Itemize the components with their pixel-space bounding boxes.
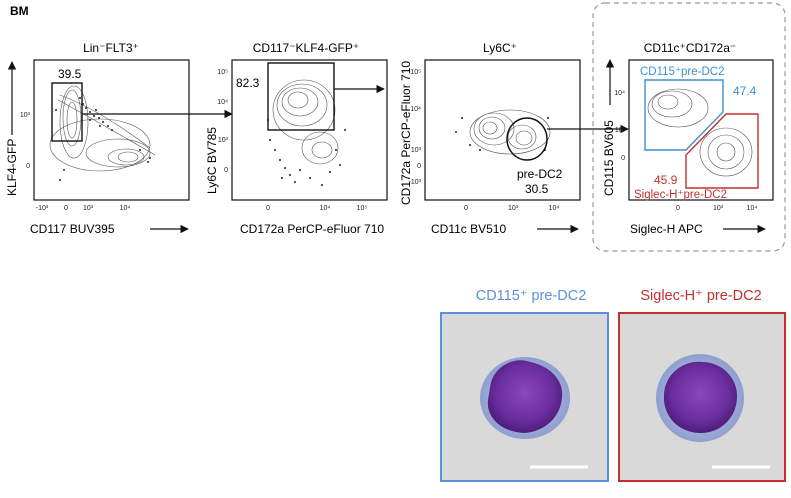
gate-value: 39.5 xyxy=(58,67,82,81)
svg-text:10⁴: 10⁴ xyxy=(217,99,228,106)
svg-text:10³: 10³ xyxy=(508,205,519,212)
svg-text:10⁵: 10⁵ xyxy=(357,205,368,212)
svg-text:0: 0 xyxy=(26,163,30,170)
nucleus xyxy=(487,360,563,433)
facs-plot-2: CD117⁻KLF4-GFP⁺ 82.3 0 10⁴ 10⁵ 10⁵ 10⁴ xyxy=(205,41,388,236)
svg-text:10³: 10³ xyxy=(615,127,626,134)
density-contours xyxy=(272,79,339,165)
gate-value-cd115: 47.4 xyxy=(733,84,757,98)
y-ticks: 10³ 0 xyxy=(20,112,31,170)
svg-text:10⁵: 10⁵ xyxy=(217,69,228,76)
cell-image-cd115: CD115⁺ pre-DC2 xyxy=(440,288,609,482)
svg-text:10⁴: 10⁴ xyxy=(747,205,758,212)
plot-title: Lin⁻FLT3⁺ xyxy=(83,41,139,55)
gate-value-siglec-h: 45.9 xyxy=(654,173,678,187)
nucleus xyxy=(663,361,738,434)
svg-text:0: 0 xyxy=(464,205,468,212)
y-ticks: 10⁵ 10⁴ 10³ 0 -10³ xyxy=(409,69,422,186)
svg-text:10³: 10³ xyxy=(411,147,422,154)
svg-text:0: 0 xyxy=(621,155,625,162)
cell-image-siglec-h: Siglec-H⁺ pre-DC2 xyxy=(618,288,786,482)
svg-text:10⁵: 10⁵ xyxy=(410,69,421,76)
x-ticks: 0 10³ 10⁴ xyxy=(676,205,757,212)
x-axis-label: CD117 BUV395 xyxy=(30,222,115,236)
plot-title: CD11c⁺CD172a⁻ xyxy=(644,41,736,55)
density-contours xyxy=(49,85,156,172)
x-axis-label: CD172a PerCP-eFluor 710 xyxy=(240,222,384,236)
x-ticks: 0 10³ 10⁴ xyxy=(464,205,559,212)
svg-text:0: 0 xyxy=(64,205,68,212)
cd115-pre-dc2-gate xyxy=(644,79,724,151)
facs-plot-4: CD11c⁺CD172a⁻ CD115⁺pre-DC2 47.4 45.9 Si… xyxy=(602,41,774,236)
facs-plot-1: Lin⁻FLT3⁺ 39.5 -10³ 0 1 xyxy=(5,41,190,236)
svg-text:10³: 10³ xyxy=(218,137,229,144)
facs-plot-3: Ly6C⁺ pre-DC2 30.5 0 10³ 10⁴ 10⁵ 10⁴ 10³… xyxy=(399,41,581,236)
svg-text:0: 0 xyxy=(266,205,270,212)
plot-title: Ly6C⁺ xyxy=(483,41,517,55)
panel-label: BM xyxy=(10,4,29,18)
gate-label: pre-DC2 xyxy=(517,167,563,181)
plot-title: CD117⁻KLF4-GFP⁺ xyxy=(253,41,359,55)
y-ticks: 10⁴ 10³ 0 xyxy=(614,90,625,162)
svg-text:10⁴: 10⁴ xyxy=(614,90,625,97)
gate-value: 82.3 xyxy=(236,76,260,90)
cell-image-title: CD115⁺ pre-DC2 xyxy=(476,288,587,304)
plot-frame xyxy=(628,59,774,201)
cell-image-title: Siglec-H⁺ pre-DC2 xyxy=(640,288,761,304)
svg-text:10³: 10³ xyxy=(83,205,94,212)
svg-text:10⁴: 10⁴ xyxy=(410,106,421,113)
svg-text:-10³: -10³ xyxy=(409,179,422,186)
svg-text:10⁴: 10⁴ xyxy=(549,205,560,212)
pre-dc2-gate xyxy=(506,117,548,161)
density-contours xyxy=(647,88,753,177)
dashed-highlight-box xyxy=(592,2,786,252)
gate-box xyxy=(51,82,83,142)
x-ticks: 0 10⁴ 10⁵ xyxy=(266,205,367,212)
density-contours xyxy=(469,109,551,155)
svg-text:0: 0 xyxy=(676,205,680,212)
x-axis-label: Siglec-H APC xyxy=(630,222,703,236)
y-axis-label: Ly6C BV785 xyxy=(205,127,219,194)
svg-text:10⁴: 10⁴ xyxy=(120,205,131,212)
plot-frame xyxy=(424,59,581,201)
y-axis-label: CD115 BV605 xyxy=(602,120,616,196)
svg-text:0: 0 xyxy=(417,163,421,170)
gate-box xyxy=(267,62,335,131)
y-axis-label: CD172a PerCP-eFluor 710 xyxy=(399,61,413,205)
svg-text:0: 0 xyxy=(224,167,228,174)
svg-text:10⁴: 10⁴ xyxy=(320,205,331,212)
x-axis-label: CD11c BV510 xyxy=(431,222,506,236)
gate-value: 30.5 xyxy=(525,182,549,196)
y-ticks: 10⁵ 10⁴ 10³ 0 xyxy=(217,69,228,174)
gate-label-siglec-h: Siglec-H⁺pre-DC2 xyxy=(634,189,727,201)
x-ticks: -10³ 0 10³ 10⁴ xyxy=(36,205,131,212)
svg-text:10³: 10³ xyxy=(20,112,31,119)
svg-text:10³: 10³ xyxy=(713,205,724,212)
siglec-h-pre-dc2-gate xyxy=(685,113,759,189)
dense-dots xyxy=(267,119,346,186)
gate-label-cd115: CD115⁺pre-DC2 xyxy=(640,66,724,78)
svg-text:-10³: -10³ xyxy=(36,205,49,212)
y-axis-label: KLF4-GFP xyxy=(5,139,19,196)
